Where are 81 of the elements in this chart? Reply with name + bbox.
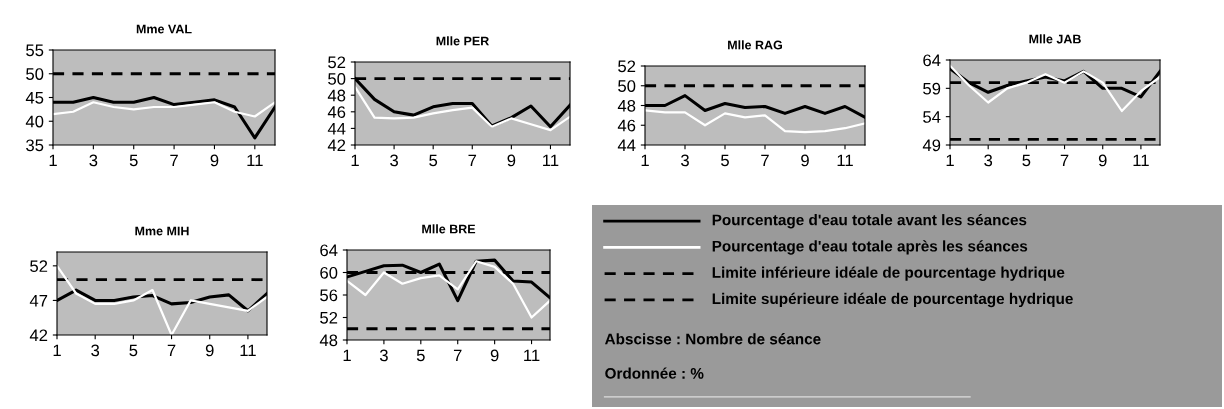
text: Pourcentage d'eau totale après les séances [712, 240, 1028, 255]
y-tick-label: 44 [327, 122, 346, 135]
x-tick-label: 9 [210, 154, 219, 167]
line-series [355, 85, 570, 132]
x-tick-label: 9 [205, 344, 214, 357]
x-tick-label: 3 [89, 154, 98, 167]
line-series [347, 260, 550, 319]
text: Limite supérieure idéale de pourcentage hydrique [712, 292, 1073, 308]
x-tick-label: 1 [53, 344, 61, 357]
chart-title: Mlle JAB [1029, 34, 1081, 44]
x-tick-label: 5 [416, 349, 425, 362]
x-tick-label: 9 [801, 154, 809, 167]
y-tick-label: 46 [617, 119, 636, 132]
x-tick-label: 5 [129, 154, 138, 167]
line-series [950, 64, 1160, 113]
x-tick-label: 11 [1133, 154, 1149, 167]
y-tick-label: 50 [618, 80, 636, 92]
y-tick-label: 52 [618, 60, 636, 73]
x-tick-label: 1 [49, 154, 57, 167]
y-tick-label: 45 [25, 92, 44, 104]
chart-title: Mme VAL [136, 24, 192, 34]
y-tick-label: 52 [30, 260, 48, 273]
x-tick-label: 7 [167, 344, 176, 357]
y-tick-label: 55 [26, 44, 44, 57]
x-tick-label: 11 [240, 344, 256, 357]
x-tick-label: 3 [390, 154, 398, 167]
x-tick-label: 5 [429, 154, 438, 167]
x-tick-label: 3 [91, 344, 100, 357]
x-tick-label: 7 [761, 154, 769, 167]
x-tick-label: 11 [524, 349, 540, 362]
y-tick-label: 48 [617, 99, 636, 112]
y-tick-label: 47 [29, 294, 48, 307]
x-tick-label: 1 [351, 154, 359, 167]
y-tick-label: 42 [327, 139, 346, 152]
x-tick-label: 9 [507, 154, 516, 167]
x-tick-label: 5 [721, 154, 729, 167]
y-tick-label: 46 [327, 106, 346, 118]
x-tick-label: 1 [641, 154, 649, 167]
text: Limite inférieure idéale de pourcentage hydrique [712, 266, 1065, 281]
chart-title: Mlle BRE [422, 224, 476, 234]
y-tick-label: 60 [320, 266, 338, 279]
y-tick-label: 64 [923, 54, 941, 67]
y-tick-label: 52 [328, 56, 346, 69]
y-tick-label: 42 [29, 329, 48, 342]
x-tick-label: 5 [1022, 154, 1031, 167]
x-tick-label: 7 [1060, 154, 1069, 167]
x-tick-label: 5 [129, 344, 138, 357]
y-tick-label: 48 [327, 89, 346, 102]
y-tick-label: 52 [320, 311, 338, 324]
x-tick-label: 7 [468, 154, 477, 167]
chart-title: Mme MIH [135, 226, 189, 236]
line-series [645, 109, 865, 134]
y-tick-label: 50 [328, 73, 346, 85]
text: Pourcentage d'eau totale avant les séances [712, 213, 1027, 229]
x-tick-label: 3 [681, 154, 689, 167]
x-tick-label: 9 [490, 349, 499, 362]
text: Abscisse : Nombre de séance [604, 333, 821, 345]
x-tick-label: 7 [170, 154, 178, 167]
x-tick-label: 7 [453, 349, 462, 362]
chart-title: Mlle PER [436, 36, 489, 46]
y-tick-label: 54 [923, 111, 941, 123]
y-tick-label: 48 [319, 334, 338, 347]
y-tick-label: 64 [320, 244, 338, 257]
x-tick-label: 11 [543, 154, 559, 167]
y-tick-label: 59 [923, 82, 941, 95]
y-tick-label: 56 [320, 289, 338, 302]
text: Ordonnée : % [605, 367, 704, 379]
x-tick-label: 3 [379, 349, 388, 362]
y-tick-label: 50 [26, 68, 44, 80]
x-tick-label: 11 [837, 154, 853, 167]
y-tick-label: 44 [617, 139, 636, 152]
x-tick-label: 11 [247, 154, 263, 167]
x-tick-label: 1 [343, 349, 351, 362]
x-tick-label: 9 [1098, 154, 1107, 167]
line-series [53, 101, 275, 118]
x-tick-label: 3 [984, 154, 993, 167]
y-tick-label: 49 [922, 139, 941, 152]
y-tick-label: 40 [25, 115, 44, 128]
y-tick-label: 35 [26, 139, 44, 152]
x-tick-label: 1 [946, 154, 954, 167]
chart-title: Mlle RAG [728, 40, 783, 50]
